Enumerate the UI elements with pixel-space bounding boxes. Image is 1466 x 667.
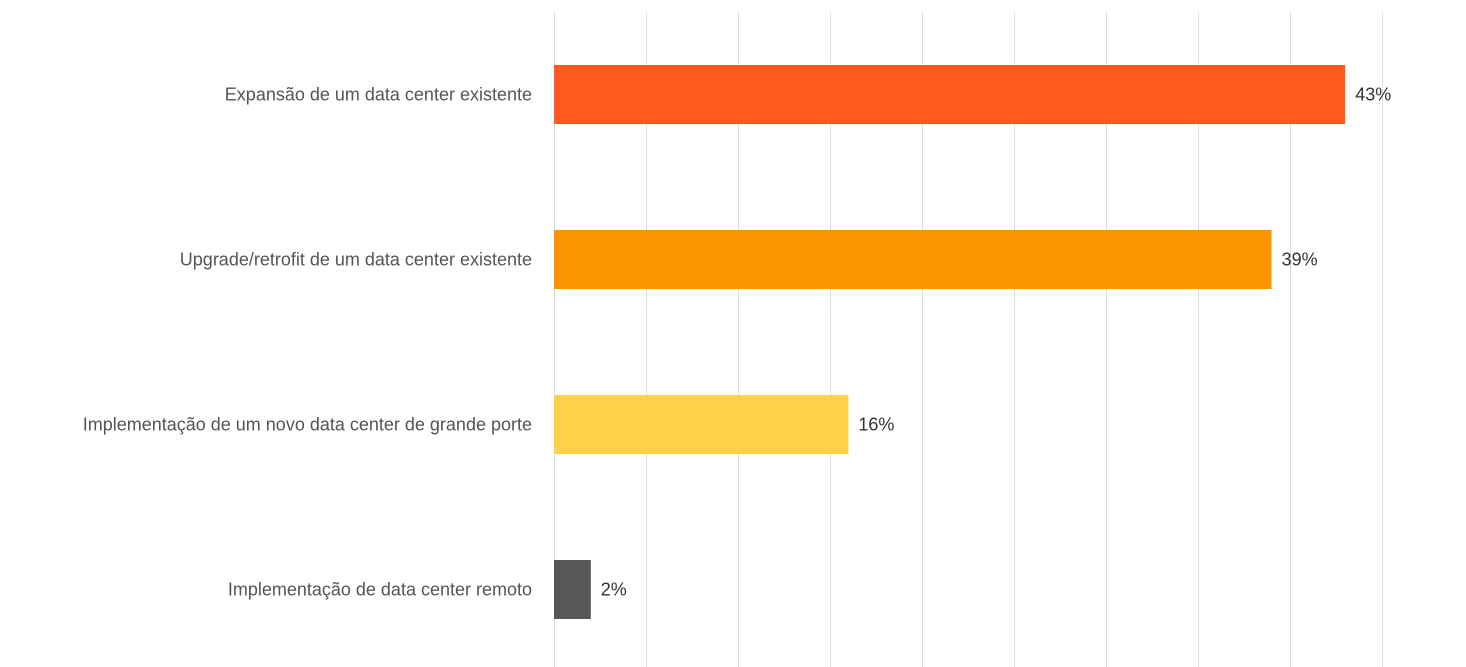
bar <box>554 230 1272 289</box>
category-label: Implementação de data center remoto <box>228 580 532 600</box>
data-label: 43% <box>1355 85 1391 105</box>
category-label: Upgrade/retrofit de um data center exist… <box>180 250 532 270</box>
data-label: 16% <box>858 415 894 435</box>
category-label: Implementação de um novo data center de … <box>83 415 532 435</box>
bar <box>554 395 849 454</box>
category-label: Expansão de um data center existente <box>225 85 532 105</box>
data-label: 39% <box>1282 250 1318 270</box>
category-labels: Expansão de um data center existente Upgr… <box>83 85 532 600</box>
bar <box>554 560 591 619</box>
bars <box>554 65 1346 619</box>
bar <box>554 65 1346 124</box>
data-label: 2% <box>601 580 627 600</box>
value-labels: 43% 39% 16% 2% <box>601 85 1391 600</box>
